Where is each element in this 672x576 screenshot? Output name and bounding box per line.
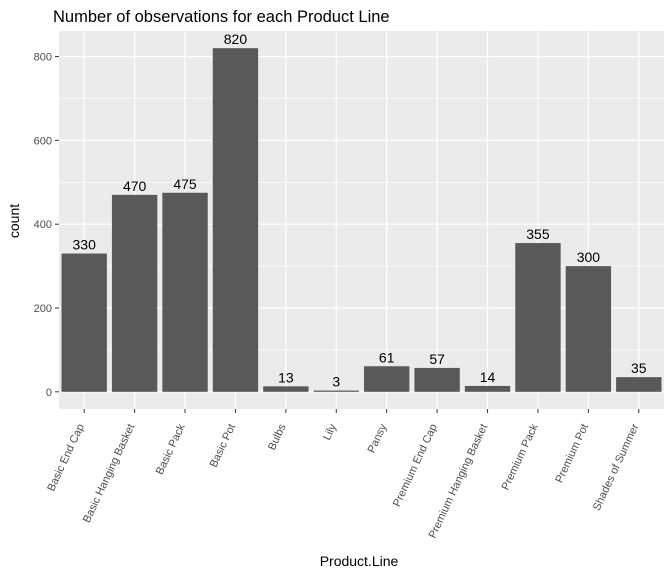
bar-value-label: 14 — [480, 369, 496, 385]
y-tick-label: 0 — [46, 387, 52, 399]
minor-gridlines — [59, 98, 664, 351]
bars — [61, 48, 662, 392]
bar — [515, 243, 561, 392]
bar-value-label: 3 — [332, 374, 340, 390]
bar-value-label: 13 — [278, 369, 294, 385]
plot-panel — [59, 31, 664, 409]
x-axis-title: Product.Line — [320, 553, 399, 569]
bar — [263, 386, 309, 392]
bar — [313, 390, 359, 392]
x-tick-label: Premium Pot — [553, 422, 591, 485]
bar — [212, 48, 259, 392]
bar-value-label: 61 — [379, 349, 395, 365]
bar — [414, 367, 460, 392]
x-tick-label: Shades of Summer — [591, 422, 642, 513]
y-axis: 0 200 400 600 800 — [34, 52, 59, 399]
x-tick-label: Basic Hanging Basket — [81, 422, 137, 525]
x-tick-label: Premium Hanging Basket — [427, 422, 491, 540]
y-tick-label: 400 — [34, 219, 52, 231]
bar-value-label: 300 — [577, 249, 601, 265]
y-tick-label: 800 — [34, 52, 52, 64]
bar-value-label: 470 — [123, 178, 147, 194]
bar — [162, 192, 208, 392]
bar — [565, 266, 612, 392]
x-tick-label: Pansy — [366, 422, 390, 455]
bar-value-label: 475 — [173, 176, 197, 192]
x-tick-label: Basic End Cap — [45, 422, 87, 493]
x-tick-label: Premium Pack — [500, 422, 541, 492]
bar-value-label: 330 — [73, 237, 97, 253]
y-axis-title: count — [6, 204, 22, 238]
y-tick-label: 600 — [34, 135, 52, 147]
bar-value-label: 820 — [224, 31, 248, 47]
bar — [61, 253, 107, 392]
bar-value-label: 355 — [526, 226, 550, 242]
x-tick-label: Lily — [321, 422, 339, 442]
bar — [111, 194, 158, 392]
bar — [364, 366, 410, 392]
chart-title: Number of observations for each Product … — [53, 8, 390, 26]
x-tick-label: Bulbs — [266, 422, 289, 452]
x-tick-label: Basic Pack — [154, 422, 188, 477]
bar — [464, 385, 511, 392]
bar-value-labels: 330 470 475 820 13 3 61 57 14 355 300 35 — [73, 31, 647, 389]
x-tick-label: Premium End Cap — [391, 422, 440, 509]
bar — [616, 377, 662, 392]
bar-value-label: 35 — [631, 360, 647, 376]
y-tick-label: 200 — [34, 303, 52, 315]
bar-value-label: 57 — [429, 351, 445, 367]
x-tick-label: Basic Pot — [208, 422, 239, 469]
